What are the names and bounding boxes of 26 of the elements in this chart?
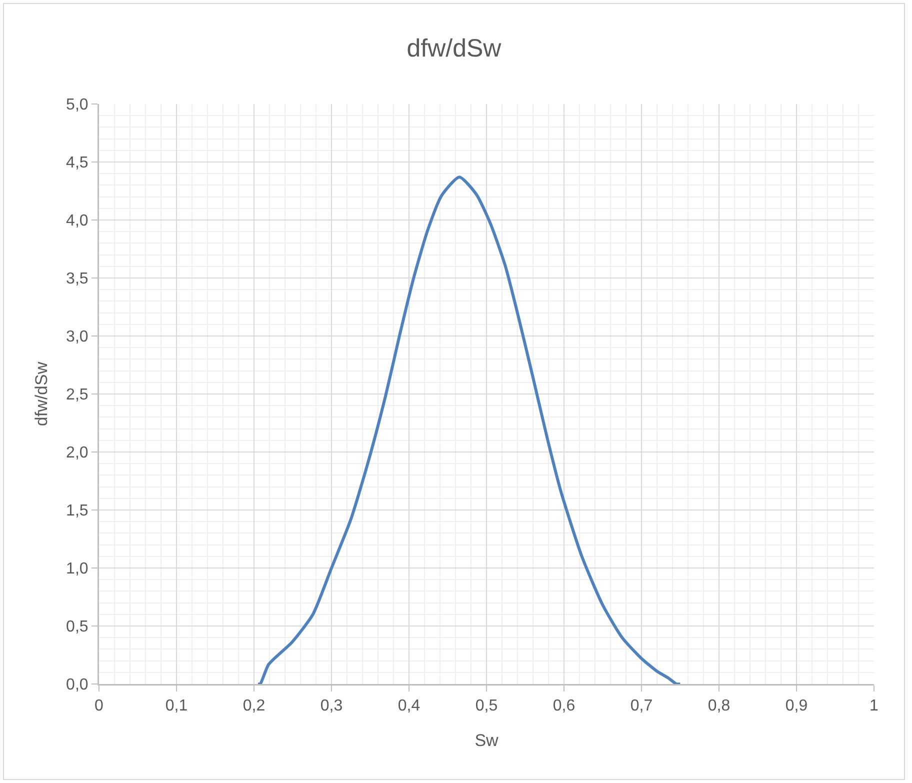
line-series: [256, 176, 682, 684]
x-axis-title: Sw: [474, 730, 500, 750]
x-tick-label: 0,5: [475, 698, 498, 715]
y-tick-label: 1,0: [66, 560, 88, 578]
y-tick-label: 5,0: [66, 96, 88, 114]
y-tick-label: 0,0: [66, 676, 88, 694]
y-tick-label: 4,5: [66, 154, 88, 172]
x-tick-label: 0,7: [630, 698, 653, 715]
x-tick-label: 0,2: [242, 698, 266, 715]
x-tick-label: 0,3: [320, 698, 343, 715]
y-tick-label: 3,0: [66, 328, 88, 346]
chart-title: dfw/dSw: [406, 34, 502, 62]
y-tick-label: 4,0: [66, 212, 88, 230]
y-axis-title: dfw/dSw: [32, 361, 51, 426]
y-tick-label: 1,5: [66, 502, 88, 520]
x-tick-label: 0: [94, 698, 104, 715]
x-tick-label: 0,1: [165, 698, 188, 715]
x-tick-label: 1: [870, 698, 879, 715]
x-tick-label: 0,9: [785, 698, 808, 715]
x-tick-label: 0,4: [398, 698, 420, 715]
y-tick-label: 0,5: [66, 618, 88, 636]
y-tick-label: 3,5: [66, 270, 88, 288]
y-tick-label: 2,5: [66, 386, 88, 404]
x-tick-label: 0,6: [552, 698, 576, 715]
x-tick-label: 0,8: [708, 698, 730, 715]
y-tick-label: 2,0: [66, 444, 88, 462]
